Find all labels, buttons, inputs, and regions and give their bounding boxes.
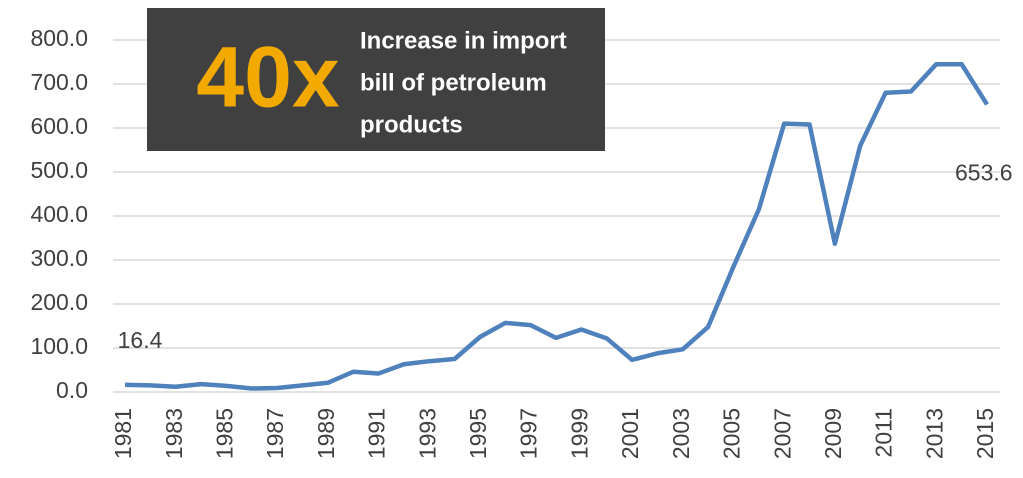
- y-tick-label: 700.0: [30, 69, 88, 95]
- annotation-text: Increase in import: [360, 27, 567, 54]
- x-tick-label: 2009: [820, 408, 846, 459]
- y-tick-label: 100.0: [30, 333, 88, 359]
- y-tick-label: 500.0: [30, 157, 88, 183]
- x-tick-label: 1997: [516, 408, 542, 459]
- x-tick-label: 1993: [414, 408, 440, 459]
- x-tick-label: 2015: [972, 408, 998, 459]
- y-tick-label: 600.0: [30, 113, 88, 139]
- data-label: 653.6: [955, 159, 1013, 185]
- annotation-big: 40x: [196, 30, 340, 126]
- x-tick-label: 1987: [262, 408, 288, 459]
- y-tick-label: 300.0: [30, 245, 88, 271]
- annotation-text: products: [360, 111, 463, 138]
- annotation-text: bill of petroleum: [360, 69, 547, 96]
- y-tick-label: 200.0: [30, 289, 88, 315]
- x-tick-label: 1983: [161, 408, 187, 459]
- x-tick-label: 1995: [465, 408, 491, 459]
- data-label: 16.4: [118, 327, 163, 353]
- x-tick-label: 2003: [668, 408, 694, 459]
- x-tick-label: 2005: [719, 408, 745, 459]
- line: [124, 61, 989, 391]
- x-tick-label: 1999: [566, 408, 592, 459]
- x-tick-label: 1989: [313, 408, 339, 459]
- x-tick-label: 2007: [769, 408, 795, 459]
- x-tick-label: 1991: [364, 408, 390, 459]
- x-tick-label: 2013: [921, 408, 947, 459]
- annotation-box: [147, 8, 605, 151]
- x-tick-label: 2001: [617, 408, 643, 459]
- x-tick-label: 1981: [110, 408, 136, 459]
- y-tick-label: 0.0: [56, 377, 88, 403]
- y-tick-label: 400.0: [30, 201, 88, 227]
- x-tick-label: 1985: [211, 408, 237, 459]
- x-tick-label: 2011: [871, 408, 897, 457]
- y-tick-label: 800.0: [30, 25, 88, 51]
